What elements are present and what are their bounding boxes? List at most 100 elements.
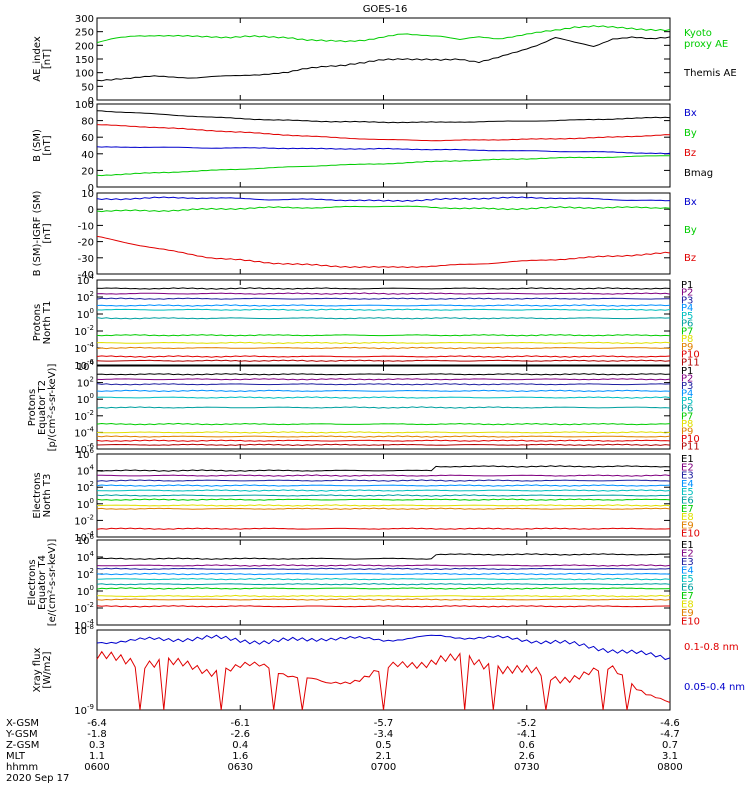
x-cell-xgsm: -5.2	[517, 718, 537, 729]
y-tick-label: -30	[78, 254, 94, 265]
panel-protons-t1: ProtonsNorth T110410210010-210-410-6P1P2…	[32, 273, 700, 372]
tick-base: 10	[77, 587, 90, 598]
channel-line	[96, 474, 671, 477]
tick-exponent: 4	[90, 273, 95, 281]
y-tick-label: 100	[77, 584, 94, 598]
channel-label: P7	[681, 411, 693, 422]
y-axis-label-line: Electrons	[27, 559, 38, 605]
series-line	[96, 25, 671, 44]
y-axis-label-line: [nT]	[42, 49, 53, 69]
y-tick-label: 10-9	[74, 703, 94, 717]
channel-line	[96, 334, 671, 337]
tick-base: 10	[74, 327, 87, 338]
y-tick-label: 10	[81, 189, 94, 200]
panel-frame	[96, 17, 671, 101]
channel-label: P4	[681, 389, 693, 400]
x-cell-mlt: 1.1	[89, 751, 105, 762]
tick-base: 10	[74, 344, 87, 355]
legend-line: By	[684, 128, 697, 139]
tick-base: 10	[77, 362, 90, 373]
channel-label: P2	[681, 374, 693, 385]
y-tick-label: 10-6	[74, 442, 94, 456]
channel-line	[96, 504, 671, 507]
tick-base: 10	[77, 553, 90, 564]
channel-label: P1	[681, 280, 693, 291]
y-tick-label: 10-2	[74, 409, 94, 423]
x-cell-zgsm: 0.6	[519, 740, 535, 751]
y-tick-label: 102	[77, 480, 94, 494]
channel-label: E6	[681, 496, 694, 507]
tick-exponent: 4	[90, 359, 95, 367]
y-tick-label: 300	[75, 14, 94, 25]
tick-exponent: 0	[90, 497, 94, 505]
y-tick-label: 10-4	[74, 341, 94, 355]
y-tick-label: 80	[81, 117, 94, 128]
x-row-label: X-GSM	[6, 718, 39, 729]
channel-line	[96, 443, 671, 447]
y-tick-label: 104	[77, 550, 95, 564]
x-cell-ygsm: -1.8	[87, 729, 107, 740]
tick-exponent: 0	[90, 307, 94, 315]
tick-exponent: -2	[87, 601, 94, 609]
series-line	[96, 110, 671, 124]
y-axis-label: ElectronsEquator T4[e/(cm²-s-sr-keV)]	[27, 539, 58, 627]
y-tick-label: -20	[78, 238, 94, 249]
y-axis-label-line: [e/(cm²-s-sr-keV)]	[47, 539, 58, 627]
y-tick-label: 100	[77, 392, 94, 406]
legend-entry: Bz	[684, 148, 696, 159]
channel-label: P4	[681, 303, 693, 314]
x-row-label: Z-GSM	[6, 740, 39, 751]
y-tick-label: 0	[88, 183, 94, 194]
channel-label: E8	[681, 512, 694, 523]
channel-label: P7	[681, 326, 693, 337]
y-axis-label-line: [p/(cm²-s-sr-keV)]	[47, 364, 58, 452]
tick-exponent: -6	[87, 358, 95, 366]
y-tick-label: 102	[77, 567, 94, 581]
x-cell-zgsm: 0.7	[662, 740, 678, 751]
y-tick-label: 100	[77, 497, 94, 511]
y-axis-label: ElectronsNorth T3	[32, 472, 53, 518]
tick-base: 10	[77, 536, 90, 547]
channel-line	[96, 317, 671, 320]
y-tick-label: 10-6	[74, 358, 94, 372]
y-tick-label: 10-2	[74, 601, 94, 615]
tick-exponent: 2	[90, 480, 94, 488]
panel-xray: Xray flux[W/m2]10-810-90.1-0.8 nm0.05-0.…	[32, 623, 745, 717]
tick-exponent: 4	[90, 550, 95, 558]
x-cell-ygsm: -4.7	[660, 729, 680, 740]
channel-line	[96, 564, 671, 567]
series-line	[96, 146, 671, 155]
y-axis-label: ProtonsNorth T1	[32, 301, 53, 345]
panel-frame	[96, 539, 671, 626]
series-line	[96, 205, 671, 213]
tick-base: 10	[74, 621, 87, 632]
y-axis-label-line: B (SM)-IGRF (SM)	[32, 191, 43, 277]
legend-entry: Bx	[684, 197, 697, 208]
series-line	[96, 634, 671, 661]
y-axis-label: B (SM)-IGRF (SM)[nT]	[32, 191, 53, 277]
x-cell-mlt: 2.1	[376, 751, 392, 762]
chart-title: GOES-16	[363, 4, 408, 15]
channel-line	[96, 567, 671, 571]
legend-line: Bmag	[684, 168, 713, 179]
channel-label: E5	[681, 487, 694, 498]
tick-base: 10	[74, 626, 87, 637]
y-tick-label: 60	[81, 133, 94, 144]
y-tick-label: 104	[77, 273, 95, 287]
channel-line	[97, 594, 671, 598]
panel-electrons-t3: ElectronsNorth T310610410210010-210-4E1E…	[32, 447, 700, 544]
legend-entry: Bz	[684, 253, 696, 264]
channel-line	[96, 373, 671, 376]
tick-base: 10	[74, 533, 87, 544]
y-tick-label: 50	[81, 82, 94, 93]
tick-exponent: -4	[87, 530, 95, 538]
channel-line	[96, 489, 671, 492]
panel-frame	[96, 192, 671, 275]
channel-label: E10	[681, 617, 700, 628]
channel-label: P1	[681, 366, 693, 377]
channel-label: E5	[681, 574, 694, 585]
tick-exponent: 6	[90, 447, 95, 455]
channel-label: P5	[681, 396, 693, 407]
x-row-label: MLT	[6, 751, 26, 762]
legend-line: Bz	[684, 148, 696, 159]
